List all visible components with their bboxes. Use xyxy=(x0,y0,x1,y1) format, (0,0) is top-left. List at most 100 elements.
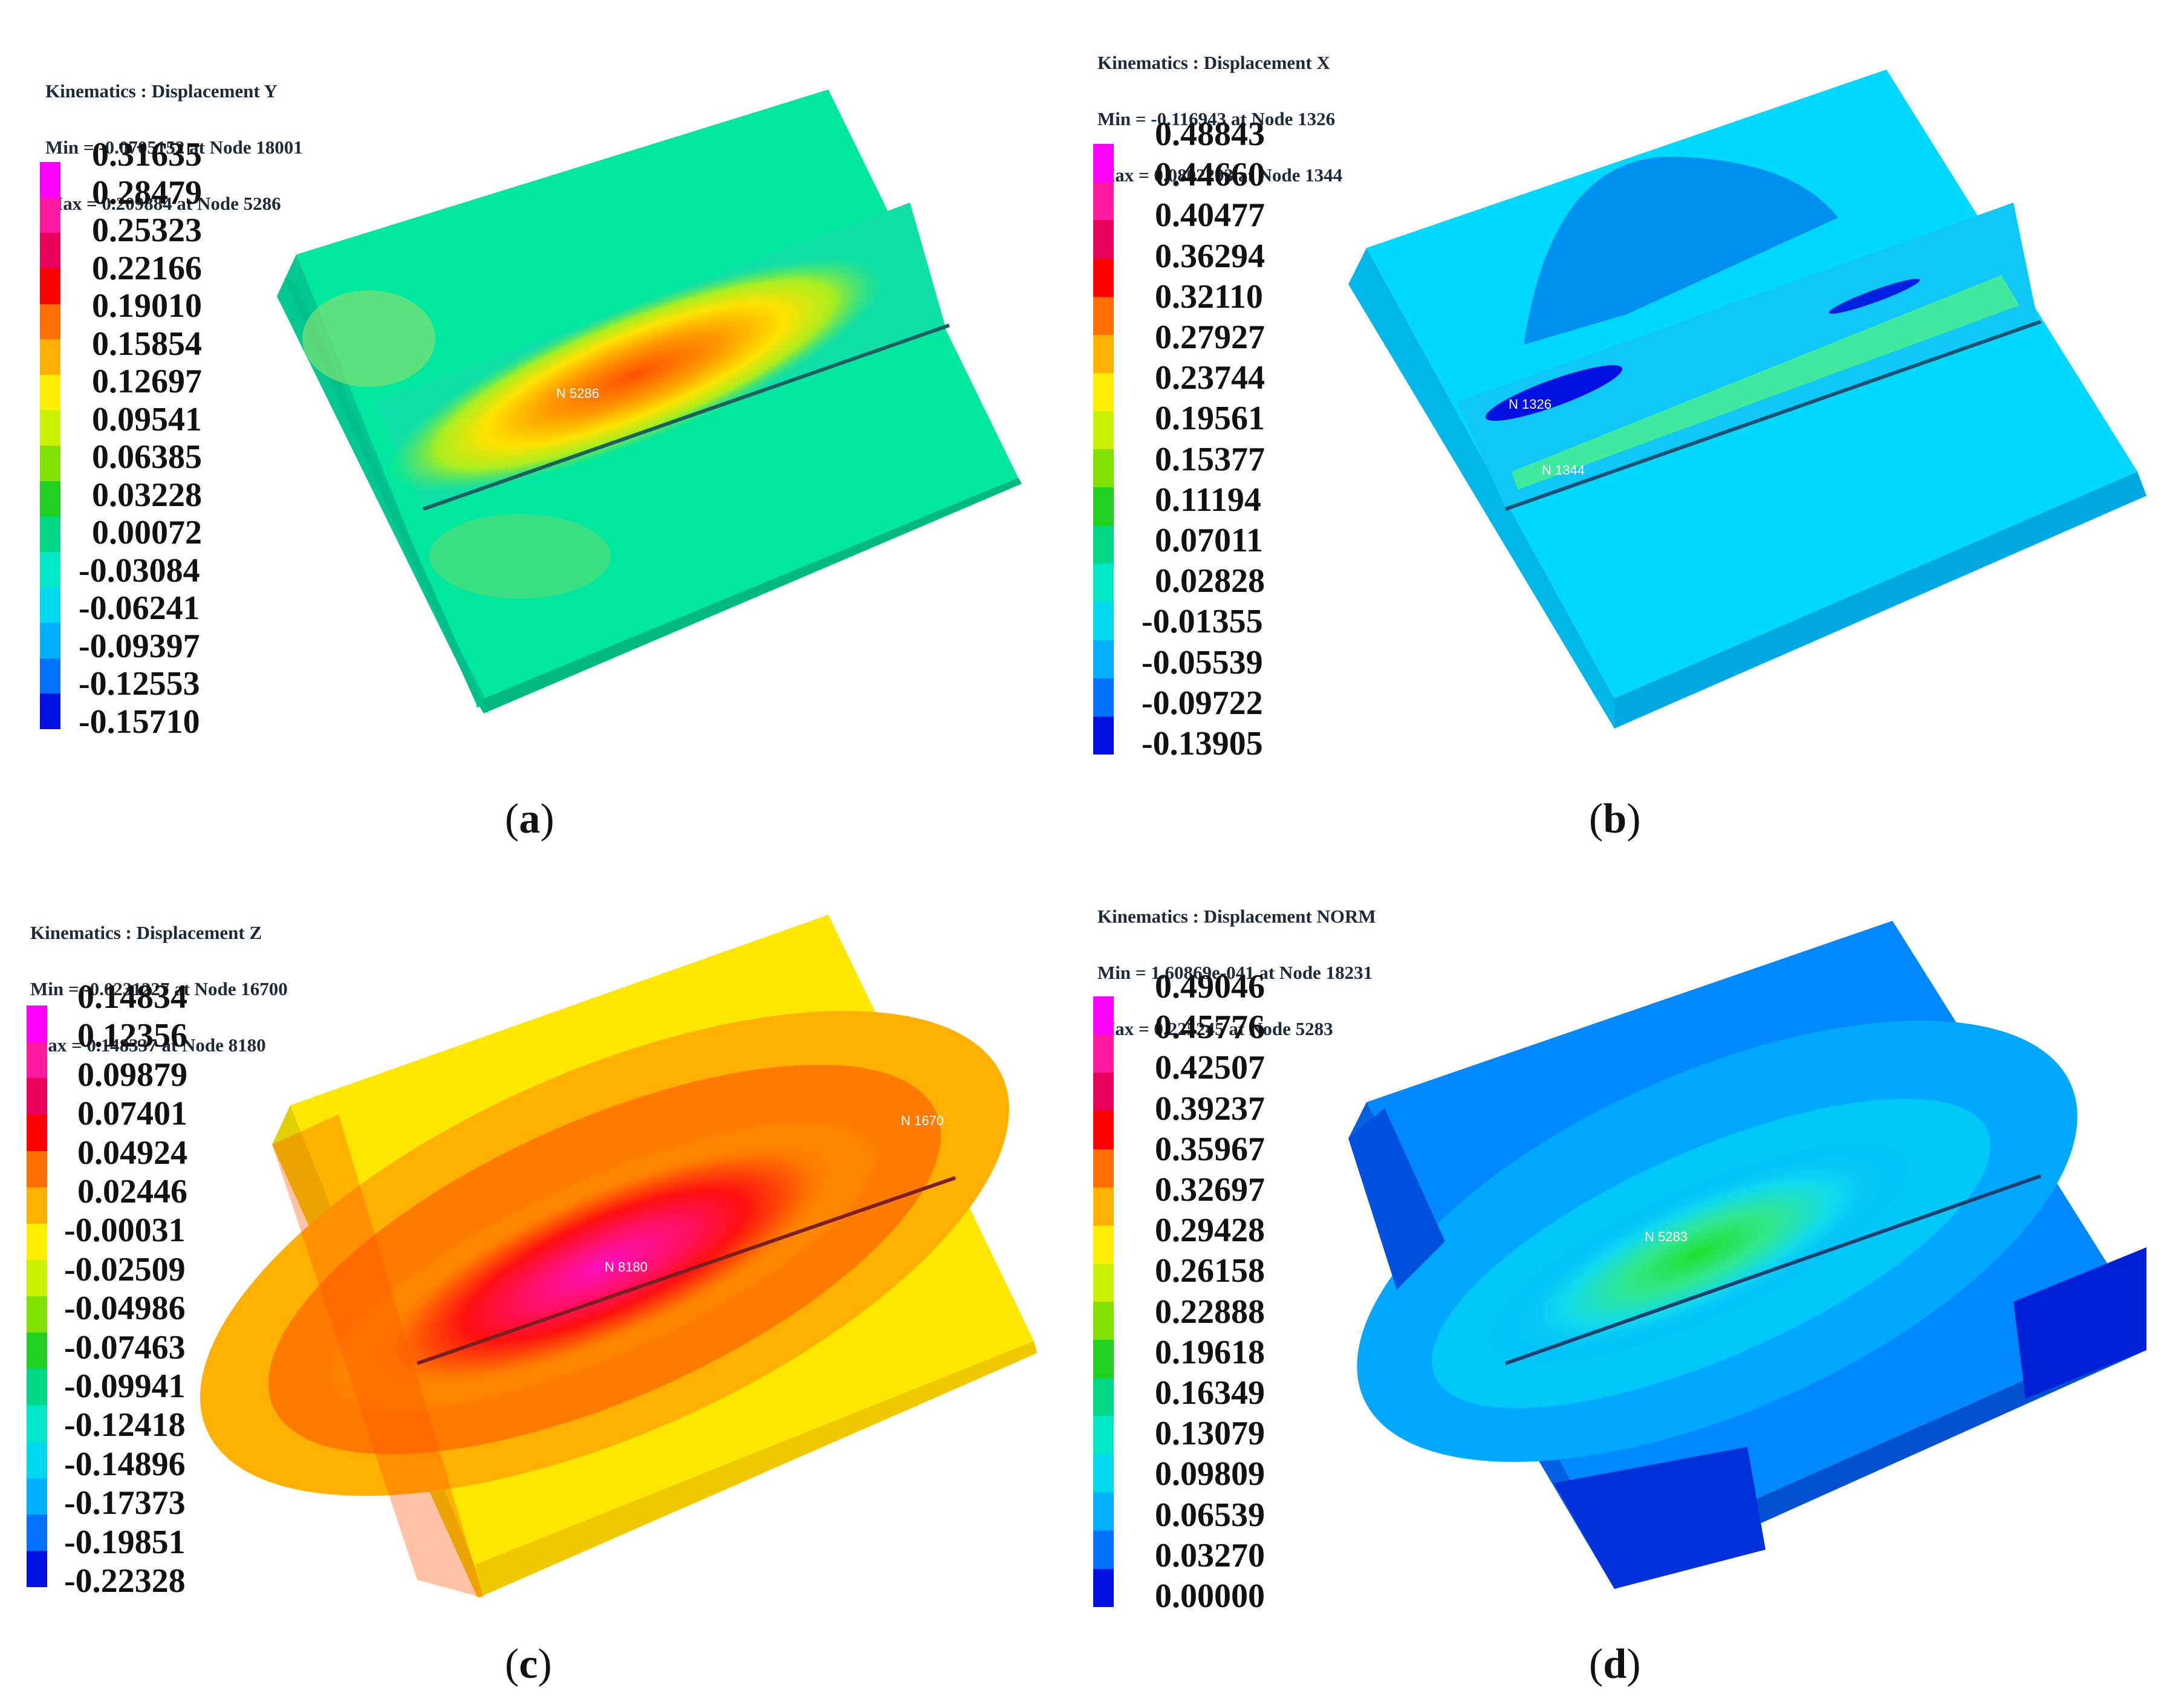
legend-value-label: -0.15710 xyxy=(79,703,200,741)
legend-value-label: 0.22166 xyxy=(92,249,202,287)
legend-value-label: 0.29428 xyxy=(1155,1212,1265,1250)
legend-swatch xyxy=(1093,296,1114,335)
legend-value-label: -0.22328 xyxy=(64,1562,186,1600)
legend-swatch xyxy=(40,410,60,446)
legend-value-label: 0.13079 xyxy=(1155,1415,1265,1453)
legend-swatch xyxy=(40,481,60,517)
legend-value-label: 0.07011 xyxy=(1155,522,1263,559)
legend-value-label: 0.44660 xyxy=(1155,156,1265,194)
legend-swatch xyxy=(40,268,60,304)
header-min: Min = 1.60869e-041 at Node 18231 xyxy=(1097,962,1373,983)
legend-value-label: -0.02509 xyxy=(64,1250,186,1288)
legend-swatch xyxy=(1093,1073,1114,1111)
header-title: Kinematics : Displacement X xyxy=(1097,52,1330,73)
legend-swatch xyxy=(1093,220,1114,259)
header-min: Min = -0.116943 at Node 1326 xyxy=(1097,108,1336,129)
legend-swatch xyxy=(27,1005,47,1042)
legend-swatch xyxy=(1093,602,1114,640)
legend-swatch xyxy=(1093,1111,1114,1149)
legend-swatch xyxy=(1093,1416,1114,1455)
panel-header: Kinematics : Displacement Z Min = -0.023… xyxy=(30,886,288,1092)
panel-d: Kinematics : Displacement NORM Min = 1.6… xyxy=(1082,854,2164,1708)
legend-swatch xyxy=(1093,334,1114,373)
legend-value-label: -0.03084 xyxy=(79,551,200,589)
legend-value-label: 0.14834 xyxy=(77,978,187,1016)
legend-value-label: -0.07463 xyxy=(64,1328,186,1366)
legend-value-label: 0.03270 xyxy=(1155,1536,1265,1574)
legend-value-label: 0.12697 xyxy=(92,363,202,400)
legend-swatch xyxy=(40,658,60,694)
legend-swatch xyxy=(27,1369,47,1406)
legend-value-label: 0.26158 xyxy=(1155,1252,1265,1290)
legend-value-label: 0.11194 xyxy=(1155,481,1261,519)
legend-value-label: 0.06539 xyxy=(1155,1496,1265,1534)
legend-value-label: -0.09941 xyxy=(64,1368,186,1405)
legend-value-label: 0.49046 xyxy=(1155,968,1265,1005)
legend-value-label: -0.04986 xyxy=(64,1290,186,1328)
legend-value-label: 0.45776 xyxy=(1155,1008,1265,1047)
legend-value-label: 0.16349 xyxy=(1155,1374,1265,1412)
legend-value-label: 0.15854 xyxy=(92,325,202,363)
legend-swatch xyxy=(1093,144,1114,183)
legend-value-label: 0.32697 xyxy=(1155,1171,1265,1209)
legend-swatch xyxy=(1093,1263,1114,1302)
legend-swatch xyxy=(1093,1378,1114,1417)
color-legend-bar xyxy=(27,1005,47,1587)
header-title: Kinematics : Displacement Z xyxy=(30,922,262,943)
panel-caption: (d) xyxy=(1589,1641,1641,1687)
color-legend-bar xyxy=(40,162,60,729)
legend-value-label: -0.06241 xyxy=(79,589,200,627)
header-min: Min = -0.0231227 at Node 16700 xyxy=(30,978,288,999)
panel-b: Kinematics : Displacement X Min = -0.116… xyxy=(1082,0,2164,854)
legend-swatch xyxy=(1093,1454,1114,1493)
legend-swatch xyxy=(1093,258,1114,297)
legend-value-label: 0.40477 xyxy=(1155,196,1265,235)
node-label: N 5283 xyxy=(1645,1229,1688,1244)
displacement-contour-model: N 8180 N 1670 xyxy=(200,915,1037,1598)
header-max: Max = 0.209884 at Node 5286 xyxy=(45,193,281,214)
legend-swatch xyxy=(1093,525,1114,564)
legend-value-label: 0.22888 xyxy=(1155,1293,1265,1331)
displacement-contour-model: N 1326 N 1344 xyxy=(1348,70,2146,729)
legend-value-label: 0.28479 xyxy=(92,174,202,212)
legend-value-label: 0.32110 xyxy=(1155,278,1263,316)
legend-swatch xyxy=(27,1333,47,1369)
legend-swatch xyxy=(27,1078,47,1115)
node-label: N 1344 xyxy=(1542,463,1585,478)
legend-value-label: -0.01355 xyxy=(1142,603,1263,641)
legend-value-label: 0.19010 xyxy=(92,287,202,325)
legend-value-label: 0.31635 xyxy=(92,136,202,174)
legend-swatch xyxy=(40,162,60,198)
legend-swatch xyxy=(1093,1225,1114,1264)
panel-caption: (c) xyxy=(505,1641,552,1687)
legend-swatch xyxy=(27,1223,47,1260)
legend-swatch xyxy=(40,339,60,375)
legend-swatch xyxy=(1093,996,1114,1035)
legend-value-label: -0.00031 xyxy=(64,1212,186,1250)
legend-swatch xyxy=(1093,1187,1114,1226)
legend-swatch xyxy=(27,1405,47,1442)
legend-value-label: 0.19561 xyxy=(1155,400,1265,438)
node-label: N 1670 xyxy=(901,1113,944,1128)
color-legend-bar xyxy=(1093,996,1114,1607)
panel-caption: (b) xyxy=(1589,796,1641,842)
legend-swatch xyxy=(27,1296,47,1333)
legend-value-label: -0.19851 xyxy=(64,1523,186,1561)
legend-value-label: 0.19618 xyxy=(1155,1333,1265,1371)
legend-value-label: 0.15377 xyxy=(1155,440,1265,478)
legend-swatch xyxy=(40,304,60,340)
legend-value-label: -0.05539 xyxy=(1142,643,1263,681)
legend-value-label: 0.12356 xyxy=(77,1017,187,1055)
panel-c: Kinematics : Displacement Z Min = -0.023… xyxy=(0,854,1082,1708)
node-label: N 5286 xyxy=(556,386,599,401)
legend-swatch xyxy=(27,1187,47,1224)
node-label: N 8180 xyxy=(605,1259,648,1275)
legend-swatch xyxy=(1093,411,1114,449)
legend-swatch xyxy=(40,551,60,588)
legend-value-label: 0.48843 xyxy=(1155,115,1265,153)
legend-swatch xyxy=(1093,1149,1114,1187)
legend-swatch xyxy=(40,374,60,411)
legend-swatch xyxy=(40,516,60,552)
legend-swatch xyxy=(1093,372,1114,411)
header-max: Max = 0.148337 at Node 8180 xyxy=(30,1034,266,1056)
